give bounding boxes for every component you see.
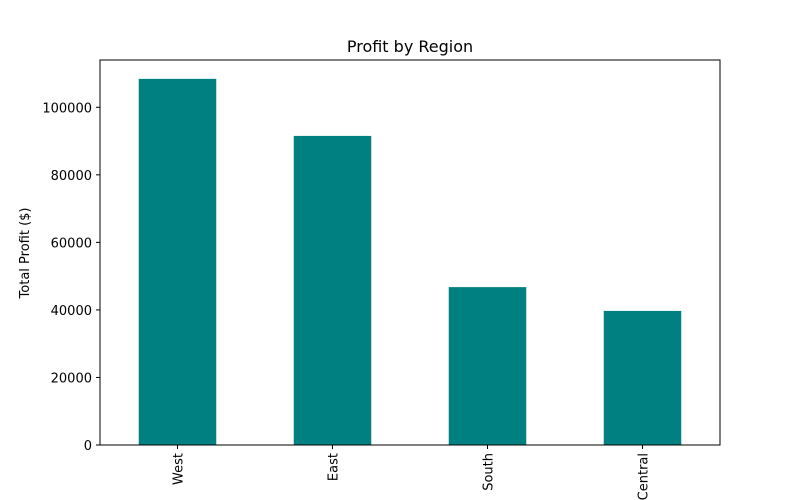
bars-group [138,78,682,445]
x-axis-ticks: West East South Central [172,445,652,500]
y-tick-label: 40000 [51,304,92,319]
x-tick-label: Central [637,453,652,500]
x-tick-label: West [172,453,187,485]
bar-south [448,287,527,445]
y-tick-label: 60000 [51,236,92,251]
x-tick-label: East [327,453,342,481]
y-tick-label: 80000 [51,169,92,184]
y-axis-label: Total Profit ($) [18,208,33,300]
x-tick-label: South [482,453,497,491]
bar-central [603,310,682,445]
y-axis-ticks: 0 20000 40000 60000 80000 100000 [42,101,100,454]
y-tick-label: 20000 [51,371,92,386]
chart-title: Profit by Region [347,37,473,56]
y-tick-label: 0 [84,439,92,454]
y-tick-label: 100000 [42,101,92,116]
bar-east [293,135,372,445]
plot-area-frame [99,59,721,446]
bar-west [138,78,217,445]
